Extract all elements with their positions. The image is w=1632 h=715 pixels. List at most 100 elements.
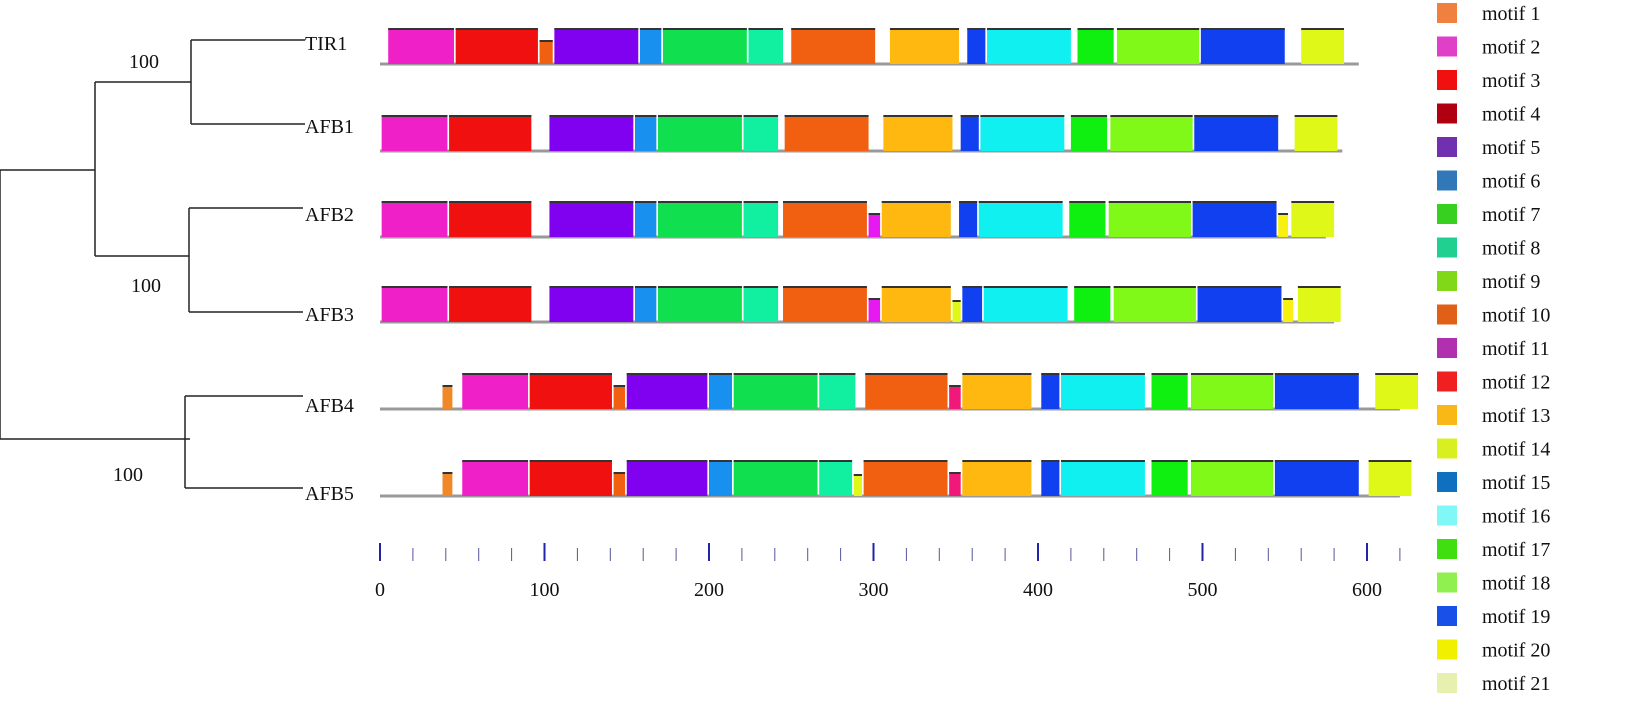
sequence-label: AFB1	[305, 116, 354, 138]
motif-19-box	[960, 115, 979, 151]
legend-label: motif 14	[1482, 439, 1550, 461]
motif-13-box	[962, 373, 1032, 409]
motif-10-box	[784, 115, 869, 151]
motif-box-top-edge	[381, 115, 448, 117]
motif-box-top-edge	[658, 115, 742, 117]
motif-box-top-edge	[748, 28, 784, 30]
motif-box-top-edge	[658, 201, 742, 203]
motif-13-box	[889, 28, 960, 64]
legend-item: motif 10	[1437, 304, 1550, 327]
motif-box-top-edge	[949, 472, 961, 474]
motif-19-box	[1200, 28, 1285, 64]
motif-6-box	[634, 286, 657, 322]
motif-box-top-edge	[1151, 460, 1188, 462]
motif-box-top-edge	[1061, 373, 1145, 375]
motif-10-box	[863, 460, 948, 496]
motif-12-box	[949, 385, 961, 409]
motif-13-box	[962, 460, 1032, 496]
motif-box-top-edge	[733, 373, 818, 375]
motif-8-box	[748, 28, 784, 64]
motif-box-top-edge	[1151, 373, 1188, 375]
motif-box-top-edge	[634, 115, 657, 117]
motif-10-box	[613, 472, 626, 496]
motif-2-box	[388, 28, 455, 64]
sequence-track	[380, 286, 1341, 324]
legend-swatch	[1437, 103, 1457, 124]
motif-1-box	[442, 385, 453, 409]
motif-box-top-edge	[639, 28, 662, 30]
motif-16-box	[980, 115, 1065, 151]
motif-box-top-edge	[962, 460, 1032, 462]
motif-box-top-edge	[1116, 28, 1200, 30]
motif-box-top-edge	[960, 115, 979, 117]
motif-box-top-edge	[626, 460, 708, 462]
legend-label: motif 18	[1482, 573, 1550, 595]
motif-box-top-edge	[1041, 460, 1060, 462]
legend-item: motif 4	[1437, 103, 1540, 126]
motif-box-top-edge	[1368, 460, 1412, 462]
legend-swatch	[1437, 639, 1457, 660]
motif-box-top-edge	[634, 201, 657, 203]
motif-14-box	[853, 474, 862, 496]
motif-box-top-edge	[868, 213, 881, 215]
motif-box-top-edge	[962, 286, 983, 288]
motif-box-top-edge	[1375, 373, 1418, 375]
motif-box-top-edge	[853, 474, 862, 476]
motif-7-box	[733, 373, 818, 409]
motif-box-top-edge	[539, 40, 553, 42]
motif-7-box	[658, 201, 742, 237]
legend-label: motif 7	[1482, 204, 1540, 226]
motif-box-top-edge	[1074, 286, 1111, 288]
motif-11-box	[868, 213, 881, 237]
motif-5-box	[549, 115, 634, 151]
motif-6-box	[634, 115, 657, 151]
motif-box-top-edge	[709, 373, 733, 375]
motif-box-top-edge	[529, 460, 612, 462]
motif-13-box	[881, 201, 951, 237]
legend-label: motif 21	[1482, 673, 1550, 695]
motif-box-top-edge	[1190, 460, 1274, 462]
motif-17-box	[1077, 28, 1114, 64]
motif-3-box	[455, 28, 538, 64]
motif-7-box	[658, 286, 742, 322]
phylogenetic-tree	[0, 39, 305, 489]
legend-item: motif 19	[1437, 606, 1550, 628]
motif-box-top-edge	[868, 298, 881, 300]
motif-box-top-edge	[791, 28, 876, 30]
motif-box-top-edge	[1194, 115, 1279, 117]
legend-swatch	[1437, 204, 1457, 224]
motif-legend: motif 1 motif 2 motif 3 motif 4 motif 5 motif…	[1437, 3, 1550, 695]
legend-swatch	[1437, 304, 1457, 325]
tick-label: 0	[375, 579, 385, 601]
legend-item: motif 8	[1437, 237, 1540, 260]
motif-box-top-edge	[949, 385, 961, 387]
sequence-label: AFB5	[305, 483, 354, 505]
motif-8-box	[819, 373, 856, 409]
tick-label: 600	[1352, 579, 1382, 601]
motif-box-top-edge	[462, 373, 529, 375]
legend-label: motif 12	[1482, 372, 1550, 394]
motif-8-box	[743, 201, 779, 237]
motif-9-box	[1113, 286, 1196, 322]
legend-label: motif 17	[1482, 539, 1550, 561]
motif-2-box	[381, 286, 448, 322]
motif-box-top-edge	[662, 28, 747, 30]
motif-16-box	[987, 28, 1071, 64]
sequence-track	[380, 115, 1343, 153]
legend-item: motif 12	[1437, 371, 1550, 394]
legend-item: motif 2	[1437, 36, 1540, 59]
legend-swatch	[1437, 338, 1457, 358]
legend-label: motif 20	[1482, 640, 1550, 662]
motif-9-box	[1116, 28, 1200, 64]
motif-box-top-edge	[1294, 115, 1338, 117]
tick-label: 100	[530, 579, 560, 601]
motif-box-top-edge	[783, 201, 867, 203]
sequence-label: AFB3	[305, 304, 354, 326]
motif-5-box	[626, 373, 708, 409]
motif-box-top-edge	[1070, 115, 1108, 117]
legend-item: motif 17	[1437, 539, 1550, 561]
legend-swatch	[1437, 3, 1457, 23]
legend-label: motif 3	[1482, 70, 1540, 92]
motif-box-top-edge	[1192, 201, 1277, 203]
motif-box-top-edge	[967, 28, 986, 30]
